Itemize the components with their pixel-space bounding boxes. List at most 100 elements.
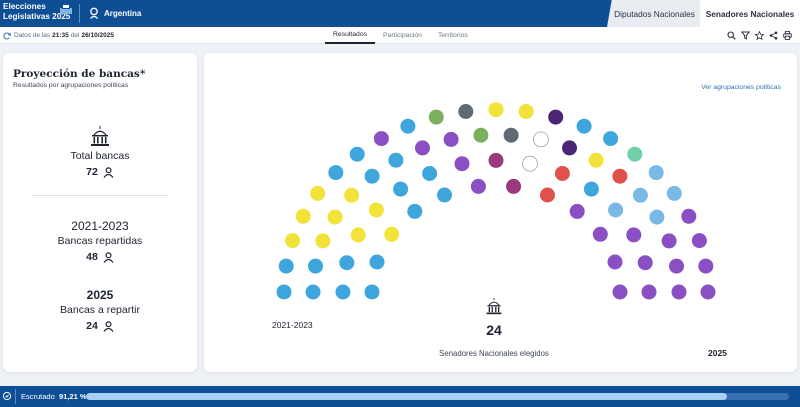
seat-yellow[interactable] xyxy=(315,233,331,249)
elected-count: 24 xyxy=(486,322,502,338)
refresh-icon[interactable] xyxy=(2,391,12,401)
seat-lightblue[interactable] xyxy=(335,284,351,300)
congress-building-icon xyxy=(91,126,109,146)
seat-magenta[interactable] xyxy=(488,152,504,168)
seat-lightblue[interactable] xyxy=(349,146,365,162)
total-seats-stat: Total bancas 72 xyxy=(3,150,197,180)
seat-purple[interactable] xyxy=(592,226,608,242)
seat-lightblue[interactable] xyxy=(422,166,438,181)
seat-purple[interactable] xyxy=(373,131,389,147)
seat-yellow[interactable] xyxy=(310,185,326,201)
seat-purple[interactable] xyxy=(691,233,707,249)
view-parties-link[interactable]: Ver agrupaciones políticas xyxy=(701,84,781,91)
seat-lightblue[interactable] xyxy=(388,152,404,168)
seat-lightblue[interactable] xyxy=(437,187,452,203)
seat-purple[interactable] xyxy=(681,208,697,224)
seat-skyblue[interactable] xyxy=(608,202,624,218)
seat-darkpurple[interactable] xyxy=(548,109,564,125)
seat-yellow[interactable] xyxy=(350,227,366,243)
seat-skyblue[interactable] xyxy=(648,165,664,181)
seat-red[interactable] xyxy=(612,168,628,184)
seat-lightblue[interactable] xyxy=(576,118,592,134)
seat-lightblue[interactable] xyxy=(603,131,619,147)
seat-yellow[interactable] xyxy=(488,102,504,118)
seat-lightblue[interactable] xyxy=(400,118,416,134)
tab-diputados-nacionales[interactable]: Diputados Nacionales xyxy=(607,0,702,27)
timestamp-mid: del xyxy=(70,32,80,39)
seat-purple[interactable] xyxy=(415,140,430,156)
seat-purple[interactable] xyxy=(626,227,642,243)
seat-gray[interactable] xyxy=(503,127,519,143)
seat-gray[interactable] xyxy=(458,104,474,119)
seat-white[interactable] xyxy=(532,131,549,148)
seat-purple[interactable] xyxy=(443,131,459,147)
person-icon xyxy=(103,320,114,332)
congress-building-icon xyxy=(486,297,502,315)
period-b-stat: 2025 Bancas a repartir 24 xyxy=(3,288,197,334)
seat-yellow[interactable] xyxy=(327,209,343,225)
seat-yellow[interactable] xyxy=(368,202,384,218)
top-header: Elecciones Legislativas 2025 Argentina D… xyxy=(0,0,800,27)
search-icon[interactable] xyxy=(724,29,738,42)
filter-icon[interactable] xyxy=(738,29,752,42)
seat-lightblue[interactable] xyxy=(305,284,321,300)
tab-label: Diputados Nacionales xyxy=(614,8,695,19)
seat-purple[interactable] xyxy=(612,284,628,300)
seat-yellow[interactable] xyxy=(518,104,534,119)
seat-green[interactable] xyxy=(473,127,489,143)
tab-resultados[interactable]: Resultados xyxy=(325,27,376,44)
print-icon[interactable] xyxy=(780,29,794,42)
brand-line2: Legislativas 2025 xyxy=(3,11,71,21)
tab-participacion[interactable]: Participación xyxy=(383,32,422,39)
seat-darkpurple[interactable] xyxy=(562,140,577,156)
brand-logo[interactable]: Elecciones Legislativas 2025 xyxy=(3,2,89,25)
seat-yellow[interactable] xyxy=(384,226,400,242)
seat-lightblue[interactable] xyxy=(276,284,292,300)
seat-lightblue[interactable] xyxy=(369,254,385,270)
seat-skyblue[interactable] xyxy=(666,185,682,201)
seat-lightblue[interactable] xyxy=(583,181,599,197)
star-icon[interactable] xyxy=(752,29,766,42)
seat-red[interactable] xyxy=(554,166,570,181)
seat-red[interactable] xyxy=(540,187,555,203)
seat-skyblue[interactable] xyxy=(649,209,665,225)
tab-senadores-nacionales[interactable]: Senadores Nacionales xyxy=(700,0,800,27)
share-icon[interactable] xyxy=(766,29,780,42)
seat-skyblue[interactable] xyxy=(632,187,648,203)
seat-purple[interactable] xyxy=(607,254,623,270)
seat-lightblue[interactable] xyxy=(364,284,380,300)
seat-purple[interactable] xyxy=(698,258,714,274)
seat-purple[interactable] xyxy=(671,284,687,300)
seat-purple[interactable] xyxy=(454,156,470,172)
seat-mint[interactable] xyxy=(627,146,643,162)
seat-yellow[interactable] xyxy=(344,187,360,203)
seat-purple[interactable] xyxy=(641,284,657,300)
seat-lightblue[interactable] xyxy=(278,258,294,274)
period-a-years: 2021-2023 xyxy=(71,219,129,233)
seat-purple[interactable] xyxy=(569,203,585,219)
seat-purple[interactable] xyxy=(669,258,684,274)
seat-green[interactable] xyxy=(428,109,444,125)
seat-purple[interactable] xyxy=(661,233,677,249)
escrutado-progress-fill xyxy=(86,393,728,400)
country-selector[interactable]: Argentina xyxy=(89,6,141,20)
seat-purple[interactable] xyxy=(700,284,716,300)
seat-lightblue[interactable] xyxy=(328,165,344,181)
seat-purple[interactable] xyxy=(470,178,486,194)
card-subtitle: Resultados por agrupaciones políticas xyxy=(13,82,129,89)
seat-purple[interactable] xyxy=(637,255,653,271)
seat-lightblue[interactable] xyxy=(393,181,409,197)
seat-yellow[interactable] xyxy=(588,152,604,168)
seat-yellow[interactable] xyxy=(295,208,311,224)
seat-lightblue[interactable] xyxy=(308,258,323,274)
seat-white[interactable] xyxy=(522,155,538,172)
period-b-label: Bancas a repartir xyxy=(60,304,140,316)
tab-territorios[interactable]: Territorios xyxy=(437,32,468,39)
escrutado-label: Escrutado xyxy=(21,392,55,401)
seat-lightblue[interactable] xyxy=(364,168,380,184)
seat-magenta[interactable] xyxy=(506,178,522,194)
seat-lightblue[interactable] xyxy=(407,203,423,219)
seat-lightblue[interactable] xyxy=(339,255,355,271)
period-b-number: 24 xyxy=(86,320,98,332)
seat-yellow[interactable] xyxy=(285,233,301,249)
